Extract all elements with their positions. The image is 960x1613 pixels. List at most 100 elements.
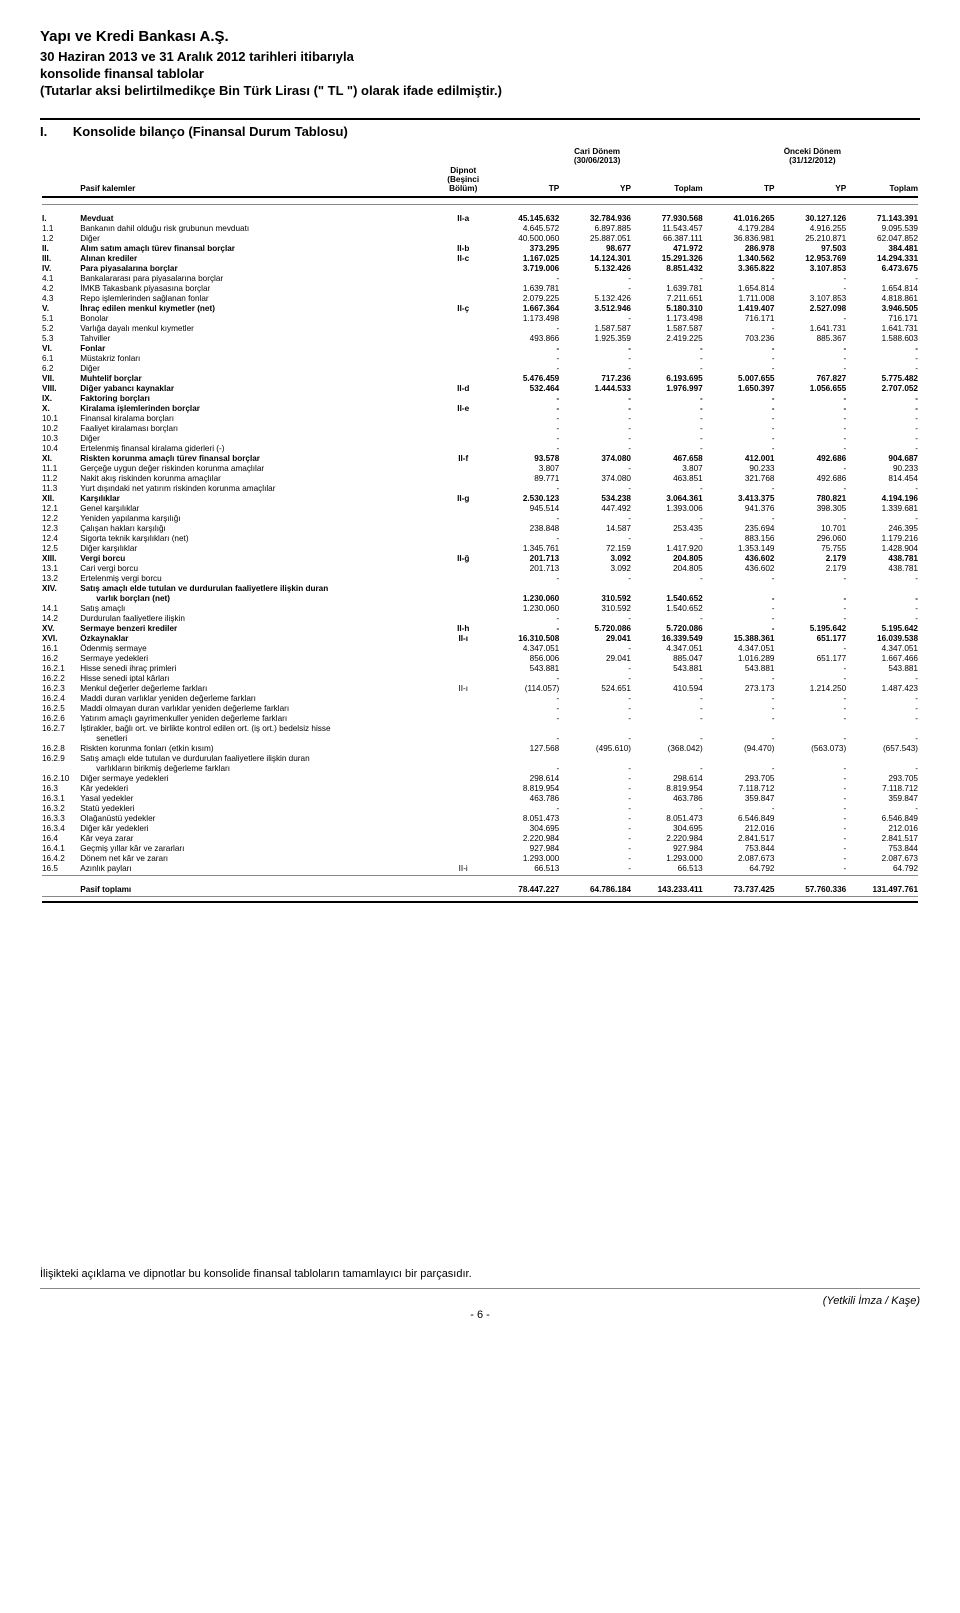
row-value: - <box>490 574 562 584</box>
row-value: - <box>848 514 920 524</box>
row-value: - <box>776 834 848 844</box>
row-value: 3.064.361 <box>633 494 705 504</box>
row-value <box>848 724 920 734</box>
table-row: 11.3Yurt dışındaki net yatırım riskinden… <box>40 484 920 494</box>
row-label: Fonlar <box>78 344 437 354</box>
row-value: 1.056.655 <box>776 384 848 394</box>
row-code: 10.1 <box>40 414 78 424</box>
row-label: Finansal kiralama borçları <box>78 414 437 424</box>
row-value: 4.916.255 <box>776 224 848 234</box>
table-row: 13.1Cari vergi borcu201.7133.092204.8054… <box>40 564 920 574</box>
row-value: 204.805 <box>633 554 705 564</box>
row-code: 10.2 <box>40 424 78 434</box>
row-code: 14.2 <box>40 614 78 624</box>
row-code: 16.3.2 <box>40 804 78 814</box>
row-note <box>437 764 490 774</box>
row-label: Cari vergi borcu <box>78 564 437 574</box>
table-row: 12.1Genel karşılıklar945.514447.4921.393… <box>40 504 920 514</box>
row-note <box>437 354 490 364</box>
row-value: 293.705 <box>705 774 777 784</box>
row-value: 1.925.359 <box>561 334 633 344</box>
row-value: 62.047.852 <box>848 234 920 244</box>
row-code: 6.2 <box>40 364 78 374</box>
row-value: - <box>776 464 848 474</box>
row-note <box>437 714 490 724</box>
table-row: 16.3.2Statü yedekleri------ <box>40 804 920 814</box>
row-value: - <box>633 394 705 404</box>
row-value: - <box>561 404 633 414</box>
row-value <box>705 754 777 764</box>
row-value: - <box>633 484 705 494</box>
row-value: - <box>776 344 848 354</box>
row-code: 16.3.4 <box>40 824 78 834</box>
row-value: 1.345.761 <box>490 544 562 554</box>
row-value: - <box>776 784 848 794</box>
row-value: 1.654.814 <box>705 284 777 294</box>
row-value: 1.641.731 <box>848 324 920 334</box>
row-value: 30.127.126 <box>776 214 848 224</box>
table-row: 16.2.9Satış amaçlı elde tutulan ve durdu… <box>40 754 920 764</box>
row-label: Hisse senedi iptal kârları <box>78 674 437 684</box>
row-value: 384.481 <box>848 244 920 254</box>
row-value: - <box>561 614 633 624</box>
row-value: 524.651 <box>561 684 633 694</box>
row-code: 16.2.7 <box>40 724 78 734</box>
row-value: - <box>561 414 633 424</box>
table-row: 16.4.1Geçmiş yıllar kâr ve zararları927.… <box>40 844 920 854</box>
row-value: - <box>561 844 633 854</box>
row-value: - <box>705 364 777 374</box>
table-row: 16.4.2Dönem net kâr ve zararı1.293.000-1… <box>40 854 920 864</box>
row-label: Maddi duran varlıklar yeniden değerleme … <box>78 694 437 704</box>
row-value: 4.645.572 <box>490 224 562 234</box>
row-code: 12.5 <box>40 544 78 554</box>
row-value: 651.177 <box>776 654 848 664</box>
row-label: Alınan krediler <box>78 254 437 264</box>
row-value: 298.614 <box>633 774 705 784</box>
row-code: XIII. <box>40 554 78 564</box>
row-value: 1.667.466 <box>848 654 920 664</box>
row-value: - <box>633 674 705 684</box>
row-value: - <box>490 714 562 724</box>
row-code: 16.2.2 <box>40 674 78 684</box>
row-note <box>437 724 490 734</box>
period-prior-header: Önceki Dönem (31/12/2012) <box>705 147 920 166</box>
row-value: - <box>490 404 562 414</box>
row-value: 25.210.871 <box>776 234 848 244</box>
note-header: Dipnot (Beşinci Bölüm) <box>437 166 490 194</box>
row-value: - <box>776 364 848 374</box>
row-value: 6.897.885 <box>561 224 633 234</box>
row-value: - <box>848 274 920 284</box>
total-row: Pasif toplamı 78.447.227 64.786.184 143.… <box>40 885 920 895</box>
row-note <box>437 224 490 234</box>
row-value: - <box>776 714 848 724</box>
row-value: - <box>561 694 633 704</box>
row-value: - <box>633 714 705 724</box>
row-value: 651.177 <box>776 634 848 644</box>
row-value: - <box>705 404 777 414</box>
row-label: Sigorta teknik karşılıkları (net) <box>78 534 437 544</box>
row-value: - <box>848 614 920 624</box>
row-value: - <box>776 734 848 744</box>
row-value: - <box>561 674 633 684</box>
row-value: 1.444.533 <box>561 384 633 394</box>
row-value: 1.976.997 <box>633 384 705 394</box>
row-value: 90.233 <box>705 464 777 474</box>
row-value: - <box>561 814 633 824</box>
row-value: 45.145.632 <box>490 214 562 224</box>
table-row: II.Alım satım amaçlı türev finansal borç… <box>40 244 920 254</box>
row-value: - <box>561 714 633 724</box>
row-label: Özkaynaklar <box>78 634 437 644</box>
row-value: - <box>705 714 777 724</box>
page: Yapı ve Kredi Bankası A.Ş. 30 Haziran 20… <box>0 0 960 1345</box>
row-code: X. <box>40 404 78 414</box>
table-row: 16.1Ödenmiş sermaye4.347.051-4.347.0514.… <box>40 644 920 654</box>
row-value <box>561 754 633 764</box>
row-code: XII. <box>40 494 78 504</box>
row-value: - <box>561 774 633 784</box>
row-label: Bankanın dahil olduğu risk grubunun mevd… <box>78 224 437 234</box>
row-value: - <box>561 534 633 544</box>
row-code: 16.3.3 <box>40 814 78 824</box>
row-code: 1.2 <box>40 234 78 244</box>
row-code: XVI. <box>40 634 78 644</box>
row-value: 492.686 <box>776 474 848 484</box>
